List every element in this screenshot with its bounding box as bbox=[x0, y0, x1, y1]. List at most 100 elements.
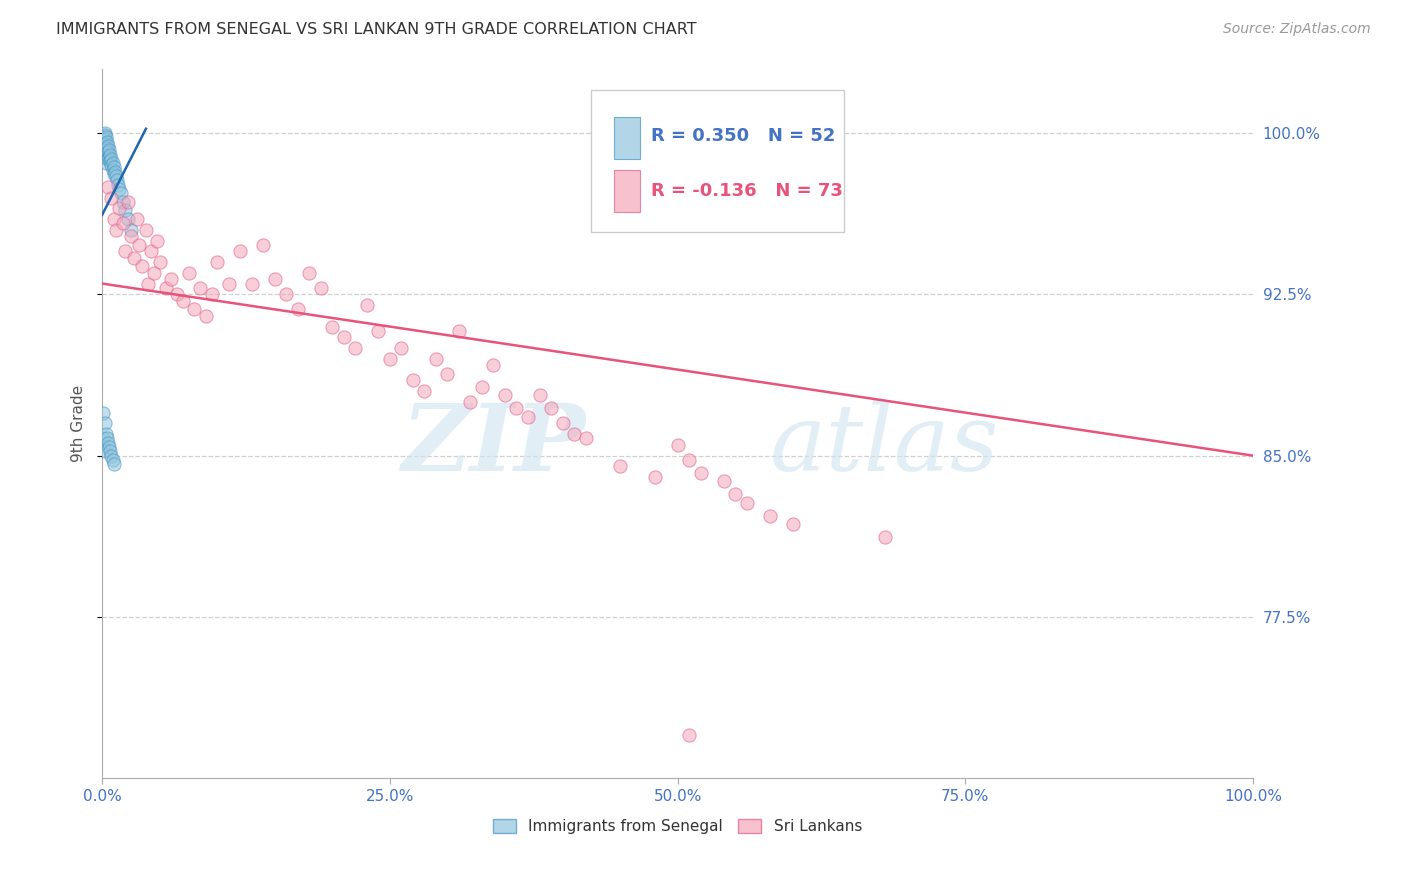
Point bbox=[782, 517, 804, 532]
Point bbox=[111, 194, 134, 209]
Point bbox=[108, 182, 131, 196]
Point bbox=[172, 293, 194, 308]
Point bbox=[200, 287, 222, 301]
Point bbox=[103, 212, 125, 227]
Point bbox=[93, 444, 115, 458]
Point bbox=[344, 341, 367, 355]
Point bbox=[125, 212, 148, 227]
Point bbox=[229, 244, 252, 259]
Point bbox=[117, 212, 139, 227]
Point bbox=[177, 266, 200, 280]
Point bbox=[98, 444, 121, 458]
Point bbox=[252, 238, 274, 252]
Point bbox=[111, 216, 134, 230]
Legend: Immigrants from Senegal, Sri Lankans: Immigrants from Senegal, Sri Lankans bbox=[494, 820, 862, 834]
Point bbox=[460, 395, 482, 409]
Text: ZIP: ZIP bbox=[401, 400, 585, 490]
Point bbox=[287, 302, 309, 317]
Point bbox=[110, 186, 132, 201]
Point bbox=[107, 178, 129, 192]
Point bbox=[609, 459, 631, 474]
Point bbox=[100, 152, 122, 166]
Point bbox=[93, 417, 115, 431]
Point bbox=[298, 266, 321, 280]
Point bbox=[149, 255, 172, 269]
Point bbox=[97, 179, 120, 194]
Point bbox=[183, 302, 205, 317]
Point bbox=[425, 351, 447, 366]
Point bbox=[93, 143, 115, 157]
Point bbox=[378, 351, 401, 366]
Point bbox=[166, 287, 188, 301]
Point bbox=[117, 194, 139, 209]
Point bbox=[194, 309, 217, 323]
Point bbox=[447, 324, 470, 338]
Point bbox=[94, 130, 117, 145]
Point bbox=[333, 330, 356, 344]
Point bbox=[678, 728, 700, 742]
Point bbox=[562, 427, 585, 442]
Point bbox=[240, 277, 263, 291]
FancyBboxPatch shape bbox=[592, 90, 845, 232]
FancyBboxPatch shape bbox=[614, 170, 640, 212]
Point bbox=[103, 161, 125, 175]
Point bbox=[120, 223, 142, 237]
Point bbox=[98, 153, 121, 168]
FancyBboxPatch shape bbox=[614, 117, 640, 159]
Text: Source: ZipAtlas.com: Source: ZipAtlas.com bbox=[1223, 22, 1371, 37]
Point bbox=[93, 432, 115, 446]
Point bbox=[873, 530, 896, 544]
Point bbox=[101, 156, 124, 170]
Point bbox=[135, 223, 157, 237]
Point bbox=[758, 508, 780, 523]
Point bbox=[94, 427, 117, 442]
Point bbox=[97, 152, 120, 166]
Point bbox=[94, 136, 117, 151]
Point bbox=[644, 470, 666, 484]
Point bbox=[105, 169, 128, 183]
Point bbox=[103, 167, 125, 181]
Point bbox=[114, 203, 136, 218]
Y-axis label: 9th Grade: 9th Grade bbox=[72, 384, 86, 462]
Point bbox=[735, 496, 758, 510]
Point bbox=[263, 272, 285, 286]
Point bbox=[139, 244, 162, 259]
Point bbox=[103, 457, 125, 471]
Point bbox=[574, 432, 596, 446]
Point bbox=[436, 367, 458, 381]
Point bbox=[413, 384, 436, 398]
Point bbox=[724, 487, 747, 501]
Point bbox=[402, 373, 425, 387]
Point bbox=[689, 466, 711, 480]
Point bbox=[276, 287, 298, 301]
Point bbox=[93, 126, 115, 140]
Point bbox=[666, 438, 689, 452]
Point bbox=[93, 139, 115, 153]
Point bbox=[98, 440, 121, 454]
Point bbox=[97, 145, 120, 160]
Point bbox=[146, 234, 169, 248]
Point bbox=[100, 190, 122, 204]
Text: atlas: atlas bbox=[769, 400, 1000, 490]
Point bbox=[540, 401, 562, 416]
Point bbox=[93, 130, 115, 145]
Point bbox=[551, 417, 574, 431]
Point bbox=[98, 147, 121, 161]
Point bbox=[98, 143, 121, 157]
Point bbox=[105, 173, 128, 187]
Point bbox=[321, 319, 343, 334]
Point bbox=[100, 449, 122, 463]
Point bbox=[678, 453, 700, 467]
Point bbox=[389, 341, 412, 355]
Point bbox=[517, 409, 540, 424]
Point bbox=[108, 202, 131, 216]
Point bbox=[128, 238, 150, 252]
Point bbox=[104, 165, 127, 179]
Point bbox=[93, 132, 115, 146]
Point bbox=[482, 359, 505, 373]
Point bbox=[105, 223, 128, 237]
Point bbox=[97, 435, 120, 450]
Point bbox=[505, 401, 527, 416]
Point bbox=[93, 141, 115, 155]
Point bbox=[131, 260, 153, 274]
